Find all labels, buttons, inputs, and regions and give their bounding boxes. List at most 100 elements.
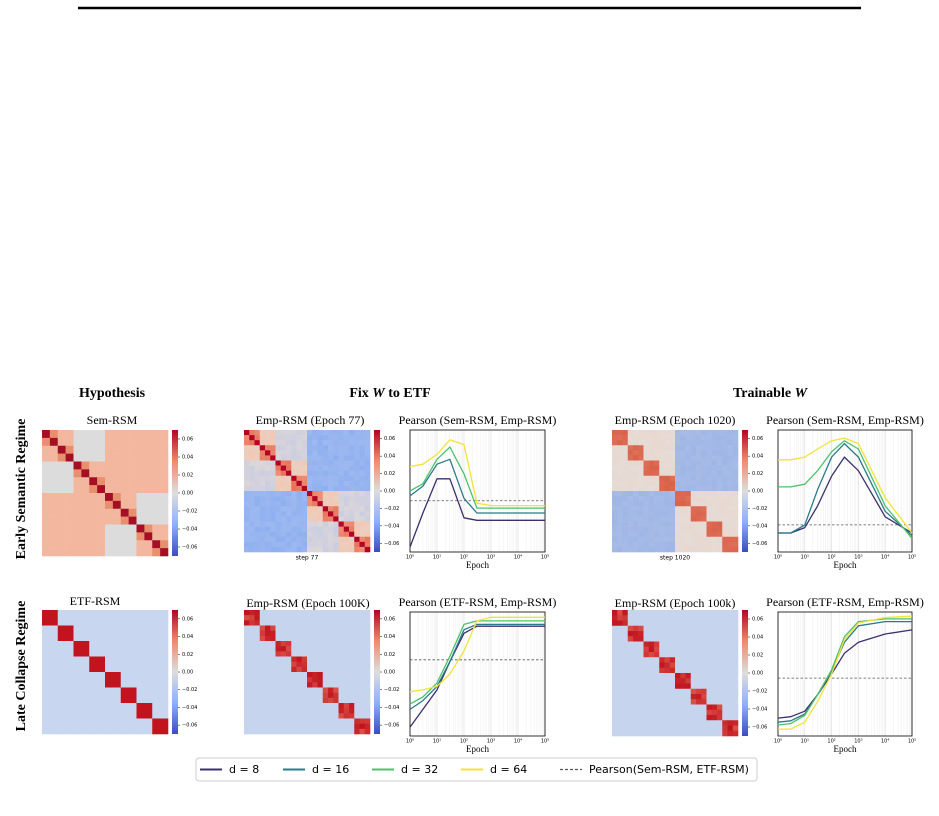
heatmap-cell xyxy=(312,460,318,466)
heatmap-cell xyxy=(654,445,660,451)
heatmap-cell xyxy=(648,430,655,436)
heatmap-cell xyxy=(669,491,676,497)
heatmap-cell xyxy=(317,625,324,631)
heatmap-cell xyxy=(638,610,644,616)
heatmap-cell xyxy=(664,688,671,695)
heatmap-cell xyxy=(249,445,255,451)
heatmap-cell xyxy=(265,475,271,482)
heatmap-cell xyxy=(301,450,308,456)
heatmap-cell xyxy=(675,610,681,616)
heatmap-cell xyxy=(105,461,114,470)
heatmap-cell xyxy=(338,672,345,678)
heatmap-cell xyxy=(690,470,697,477)
heatmap-cell xyxy=(617,465,623,471)
heatmap-cell xyxy=(722,450,728,456)
heatmap-cell xyxy=(612,445,618,451)
heatmap-cell xyxy=(265,496,271,502)
heatmap-cell xyxy=(612,662,618,669)
heatmap-cell xyxy=(675,683,681,690)
heatmap-cell xyxy=(307,531,313,538)
heatmap-cell xyxy=(648,683,655,690)
heatmap-cell xyxy=(664,631,671,637)
heatmap-cell xyxy=(270,460,276,466)
heatmap-cell xyxy=(359,465,366,471)
heatmap-cell xyxy=(659,465,665,471)
heatmap-cell xyxy=(275,661,282,668)
heatmap-cell xyxy=(265,620,271,626)
heatmap-cell xyxy=(338,728,345,735)
heatmap-cell xyxy=(73,524,82,533)
heatmap-cell xyxy=(627,440,634,446)
heatmap-cell xyxy=(612,657,618,663)
heatmap-cell xyxy=(301,646,308,652)
heatmap-cell xyxy=(685,667,692,674)
heatmap-cell xyxy=(244,485,250,492)
heatmap-cell xyxy=(732,610,739,616)
heatmap-cell xyxy=(259,682,266,688)
heatmap-cell xyxy=(727,615,734,621)
heatmap-cell xyxy=(328,641,334,647)
heatmap-cell xyxy=(722,480,728,487)
heatmap-cell xyxy=(265,610,271,616)
heatmap-cell xyxy=(349,435,355,441)
heatmap-cell xyxy=(643,699,650,705)
heatmap-cell xyxy=(338,430,345,436)
heatmap-cell xyxy=(307,450,313,456)
heatmap-cell xyxy=(312,615,318,621)
heatmap-cell xyxy=(128,445,137,454)
heatmap-cell xyxy=(627,678,634,684)
heatmap-cell xyxy=(690,683,697,690)
heatmap-cell xyxy=(89,625,106,642)
heatmap-cell xyxy=(307,430,313,436)
heatmap-cell xyxy=(727,465,734,471)
heatmap-cell xyxy=(73,532,82,541)
heatmap-cell xyxy=(627,531,634,538)
heatmap-cell xyxy=(617,430,623,436)
heatmap-cell xyxy=(627,546,634,553)
heatmap-cell xyxy=(675,445,681,451)
heatmap-cell xyxy=(664,673,671,679)
heatmap-cell xyxy=(270,541,276,548)
heatmap-cell xyxy=(706,491,713,497)
heatmap-cell xyxy=(65,469,74,478)
heatmap-cell xyxy=(617,506,623,512)
heatmap-cell xyxy=(328,501,334,507)
heatmap-cell xyxy=(249,521,255,527)
heatmap-cell xyxy=(669,610,676,616)
heatmap-cell xyxy=(654,506,660,512)
heatmap-cell xyxy=(354,536,360,543)
heatmap-cell xyxy=(296,435,303,441)
heatmap-cell xyxy=(160,493,169,502)
heatmap-cell xyxy=(654,657,660,663)
heatmap-cell xyxy=(312,546,318,553)
heatmap-cell xyxy=(280,430,287,436)
heatmap-cell xyxy=(259,435,266,441)
heatmap-cell xyxy=(680,485,686,492)
heatmap-cell xyxy=(73,477,82,486)
heatmap-cell xyxy=(711,678,718,684)
heatmap-cell xyxy=(612,521,618,527)
heatmap-cell xyxy=(685,460,692,466)
heatmap-cell xyxy=(722,435,728,441)
heatmap-cell xyxy=(275,610,282,616)
heatmap-cell xyxy=(338,491,345,497)
heatmap-cell xyxy=(144,445,153,454)
heatmap-cell xyxy=(685,521,692,527)
heatmap-cell xyxy=(354,445,360,451)
heatmap-cell xyxy=(638,673,644,679)
heatmap-cell xyxy=(732,480,739,487)
heatmap-cell xyxy=(333,656,339,662)
heatmap-cell xyxy=(706,725,713,732)
heatmap-cell xyxy=(259,666,266,673)
heatmap-cell xyxy=(627,631,634,637)
heatmap-cell xyxy=(333,610,339,616)
heatmap-cell xyxy=(627,501,634,507)
heatmap-cell xyxy=(732,704,739,711)
heatmap-cell xyxy=(612,667,618,674)
heatmap-cell xyxy=(338,541,345,548)
heatmap-cell xyxy=(42,641,59,657)
heatmap-cell xyxy=(270,610,276,616)
heatmap-cell xyxy=(617,541,623,548)
heatmap-cell xyxy=(89,437,98,447)
heatmap-cell xyxy=(322,713,329,719)
